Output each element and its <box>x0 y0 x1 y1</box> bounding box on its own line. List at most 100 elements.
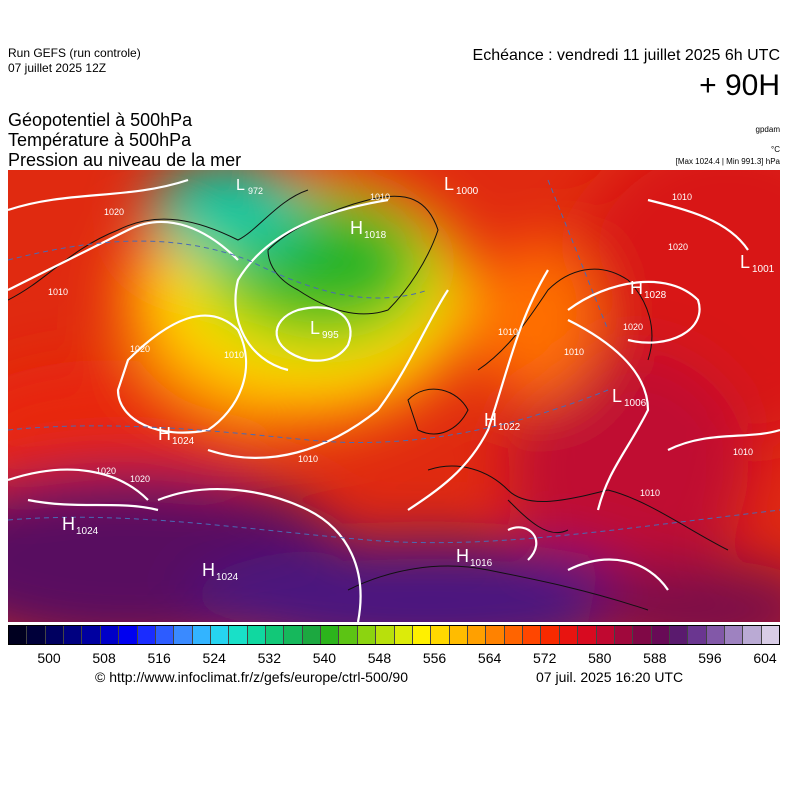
pressure-center-h-1024: H 1024 <box>62 514 99 537</box>
pressure-center-h-1018: H 1018 <box>350 218 387 241</box>
copyright-link[interactable]: © http://www.infoclimat.fr/z/gefs/europe… <box>95 669 409 685</box>
color-swatch <box>45 626 65 644</box>
color-scale-tick-label: 548 <box>367 650 392 666</box>
isobar-label: 1010 <box>224 350 244 360</box>
pressure-center-h-1024: H 1024 <box>158 424 195 447</box>
temperature-field <box>8 170 780 622</box>
pressure-center-letter: H <box>158 424 171 444</box>
pressure-center-value: 1024 <box>172 436 195 447</box>
color-scale-tick-label: 564 <box>477 650 502 666</box>
color-scale-tick-label: 516 <box>147 650 171 666</box>
weather-map-svg: L 972 H 1018 L 1000 L 995 H 1028 L 1001 <box>8 170 780 622</box>
color-swatch <box>247 626 267 644</box>
isobar-label: 1010 <box>672 192 692 202</box>
pressure-center-letter: H <box>62 514 75 534</box>
color-scale-tick-label: 532 <box>257 650 281 666</box>
color-swatch <box>688 626 707 644</box>
color-scale-tick-label: 500 <box>37 650 61 666</box>
color-swatch <box>504 626 524 644</box>
pressure-center-value: 995 <box>322 330 339 341</box>
color-swatch <box>210 626 230 644</box>
color-swatch <box>431 626 450 644</box>
color-swatch <box>321 626 340 644</box>
color-swatch <box>394 626 413 644</box>
isobar-label: 1020 <box>668 242 688 252</box>
color-scale-tick-label: 524 <box>202 650 226 666</box>
color-swatch <box>743 626 762 644</box>
isobar-label: 1020 <box>130 474 150 484</box>
isobar-label: 1010 <box>640 488 660 498</box>
pressure-center-h-1024: H 1024 <box>202 560 239 583</box>
color-swatch <box>119 626 138 644</box>
coastlines <box>8 189 729 611</box>
pressure-center-letter: H <box>456 546 469 566</box>
color-swatch <box>229 626 248 644</box>
pressure-center-letter: L <box>740 252 750 272</box>
pressure-center-l-1006: L 1006 <box>612 386 647 409</box>
color-swatch <box>523 626 542 644</box>
unit-temperature: °C <box>771 145 780 154</box>
forecast-horizon: + 90H <box>699 69 780 102</box>
pressure-center-l-972: L 972 <box>236 177 263 196</box>
isobar-label: 1010 <box>370 192 390 202</box>
color-swatch <box>614 626 634 644</box>
isobar-label: 1010 <box>564 347 584 357</box>
forecast-valid-time: Echéance : vendredi 11 juillet 2025 6h U… <box>472 47 780 64</box>
color-swatch <box>266 626 285 644</box>
pressure-center-value: 972 <box>248 186 263 196</box>
isobar-labels: 1010 1010 1020 1010 1010 1020 1020 1020 … <box>48 192 753 498</box>
color-scale-tick-label: 540 <box>312 650 337 666</box>
color-scale-tick-label: 508 <box>92 650 116 666</box>
color-scale-tick-label: 580 <box>588 650 612 666</box>
pressure-center-value: 1006 <box>624 398 647 409</box>
color-swatch <box>339 626 358 644</box>
isobar-label: 1010 <box>48 287 68 297</box>
parameter-geopotential: Géopotentiel à 500hPa <box>8 110 193 130</box>
run-date: 07 juillet 2025 12Z <box>8 61 107 75</box>
isobar-label: 1020 <box>623 322 643 332</box>
weather-map: L 972 H 1018 L 1000 L 995 H 1028 L 1001 <box>8 170 780 622</box>
pressure-center-h-1016: H 1016 <box>456 546 493 569</box>
color-swatch <box>100 626 120 644</box>
pressure-center-h-1028: H 1028 <box>630 278 667 301</box>
color-swatch <box>467 626 487 644</box>
color-swatch <box>174 626 193 644</box>
color-swatch <box>669 626 689 644</box>
pressure-center-h-1022: H 1022 <box>484 410 521 433</box>
color-swatch <box>449 626 468 644</box>
pressure-center-value: 1000 <box>456 186 479 197</box>
pressure-center-l-1000: L 1000 <box>444 174 479 197</box>
color-swatch <box>541 626 560 644</box>
color-swatch <box>486 626 505 644</box>
color-swatch <box>9 626 28 644</box>
color-swatch <box>761 626 780 644</box>
color-scale-tick-label: 604 <box>753 650 777 666</box>
color-scale-tick-label: 596 <box>698 650 722 666</box>
color-swatch <box>596 626 615 644</box>
isobar-label: 1020 <box>104 207 124 217</box>
pressure-center-value: 1028 <box>644 290 667 301</box>
geopotential-lines <box>8 179 780 544</box>
color-swatch <box>578 626 597 644</box>
isobar-label: 1020 <box>96 466 116 476</box>
pressure-center-letter: H <box>484 410 497 430</box>
parameter-pressure: Pression au niveau de la mer <box>8 150 242 170</box>
pressure-center-letter: L <box>310 318 320 338</box>
run-title: Run GEFS (run controle) <box>8 46 141 60</box>
pressure-center-letter: H <box>202 560 215 580</box>
pressure-center-value: 1024 <box>76 526 99 537</box>
pressure-centers: L 972 H 1018 L 1000 L 995 H 1028 L 1001 <box>62 174 775 583</box>
pressure-center-value: 1016 <box>470 558 493 569</box>
isobar-label: 1010 <box>298 454 318 464</box>
color-swatch <box>357 626 377 644</box>
color-swatch <box>82 626 101 644</box>
color-swatch <box>284 626 303 644</box>
generation-date: 07 juil. 2025 16:20 UTC <box>536 669 684 685</box>
pressure-center-letter: L <box>444 174 454 194</box>
color-swatch <box>302 626 322 644</box>
unit-geopotential: gpdam <box>755 125 780 134</box>
isobars <box>8 178 780 622</box>
color-swatch <box>137 626 156 644</box>
isobar-label: 1010 <box>733 447 753 457</box>
color-swatch <box>706 626 726 644</box>
